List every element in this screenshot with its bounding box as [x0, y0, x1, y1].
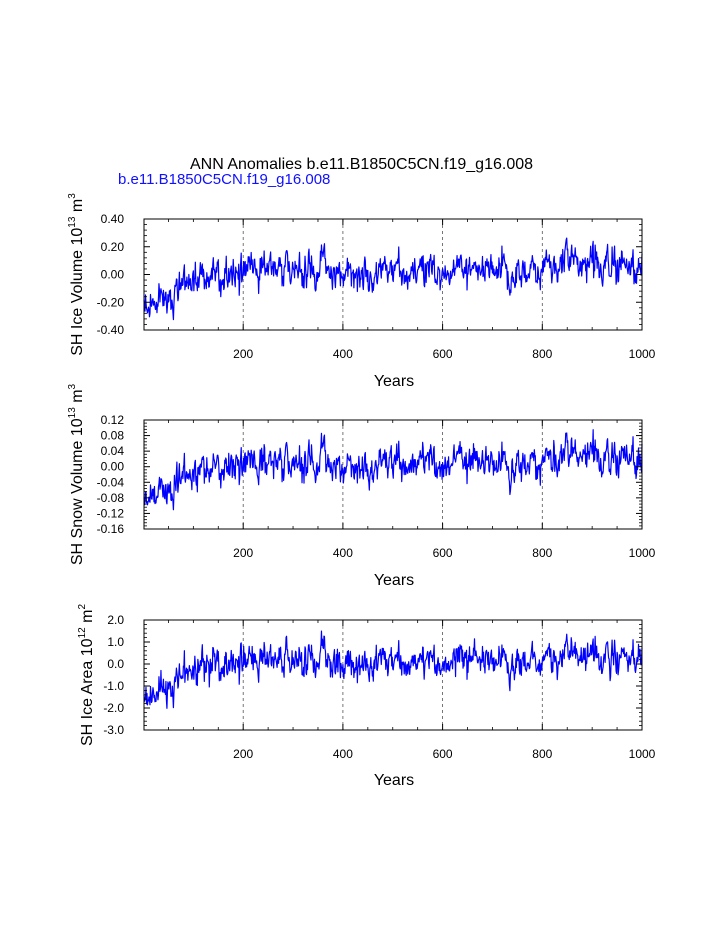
x-tick-label: 400 — [333, 546, 353, 560]
x-axis-label: Years — [374, 373, 414, 390]
y-tick-label: -0.08 — [97, 491, 125, 505]
y-label-superscript: 3 — [67, 383, 78, 389]
y-label-text: SH Ice Volume 10 — [69, 228, 86, 356]
x-tick-label: 600 — [433, 747, 453, 761]
x-tick-label: 600 — [433, 546, 453, 560]
y-label-superscript: 2 — [77, 604, 88, 610]
y-tick-label: 0.0 — [107, 657, 124, 671]
y-label-text: SH Snow Volume 10 — [69, 418, 86, 565]
x-tick-label: 400 — [333, 747, 353, 761]
x-axis-label: Years — [374, 772, 414, 789]
x-tick-label: 200 — [233, 347, 253, 361]
y-label-superscript: 13 — [67, 216, 78, 228]
y-tick-label: 0.00 — [101, 460, 125, 474]
x-tick-label: 800 — [532, 747, 552, 761]
y-tick-label: 0.40 — [101, 212, 125, 226]
y-label-text: SH Ice Area 10 — [79, 638, 96, 746]
series-line-snow — [143, 429, 643, 511]
x-tick-label: 1000 — [629, 347, 656, 361]
y-label-text: m — [79, 610, 96, 628]
y-label-superscript: 12 — [77, 627, 88, 639]
y-tick-label: 0.12 — [101, 413, 125, 427]
x-tick-label: 800 — [532, 546, 552, 560]
y-tick-label: -0.16 — [97, 522, 125, 536]
y-axis-label: SH Ice Area 1012 m2 — [77, 604, 96, 747]
x-tick-label: 400 — [333, 347, 353, 361]
y-tick-label: 1.0 — [107, 635, 124, 649]
series-line-volume — [143, 237, 643, 321]
chart-panel-1: -0.40 -0.20 0.00 0.20 0.40 200 400 600 800 1000 Ye… — [67, 193, 656, 390]
y-label-superscript: 3 — [67, 193, 78, 199]
y-tick-label: -0.20 — [97, 295, 125, 309]
y-label-superscript: 13 — [67, 407, 78, 419]
y-axis-label: SH Snow Volume 1013 m3 — [67, 383, 86, 565]
y-label-text: m — [69, 199, 86, 217]
y-tick-label: -0.12 — [97, 506, 125, 520]
chart-panel-2: -0.16 -0.12-0.08 -0.040.00 0.040.08 0.12 200 4… — [67, 383, 656, 589]
y-tick-label: 2.0 — [107, 613, 124, 627]
y-tick-label: -0.04 — [97, 475, 125, 489]
chart-panel-3: -3.0 -2.0 -1.0 0.0 1.0 2.0 200 400 600 800 1000 Yea… — [77, 604, 656, 789]
x-tick-label: 200 — [233, 546, 253, 560]
x-tick-label: 1000 — [629, 747, 656, 761]
y-tick-label: -3.0 — [103, 723, 124, 737]
y-tick-label: -1.0 — [103, 679, 124, 693]
x-tick-label: 200 — [233, 747, 253, 761]
y-label-text: m — [69, 389, 86, 407]
y-tick-label: 0.20 — [101, 240, 125, 254]
y-tick-label: -2.0 — [103, 701, 124, 715]
y-tick-label: 0.08 — [101, 429, 125, 443]
x-tick-label: 1000 — [629, 546, 656, 560]
y-tick-label: 0.00 — [101, 268, 125, 282]
x-axis-label: Years — [374, 572, 414, 589]
series-line-area — [143, 630, 643, 709]
y-axis-label: SH Ice Volume 1013 m3 — [67, 193, 86, 356]
y-tick-label: 0.04 — [101, 444, 125, 458]
y-tick-label: -0.40 — [97, 323, 125, 337]
case-label: b.e11.B1850C5CN.f19_g16.008 — [118, 171, 331, 188]
chart-main-title: ANN Anomalies b.e11.B1850C5CN.f19_g16.00… — [189, 156, 534, 173]
x-tick-label: 800 — [532, 347, 552, 361]
x-tick-label: 600 — [433, 347, 453, 361]
